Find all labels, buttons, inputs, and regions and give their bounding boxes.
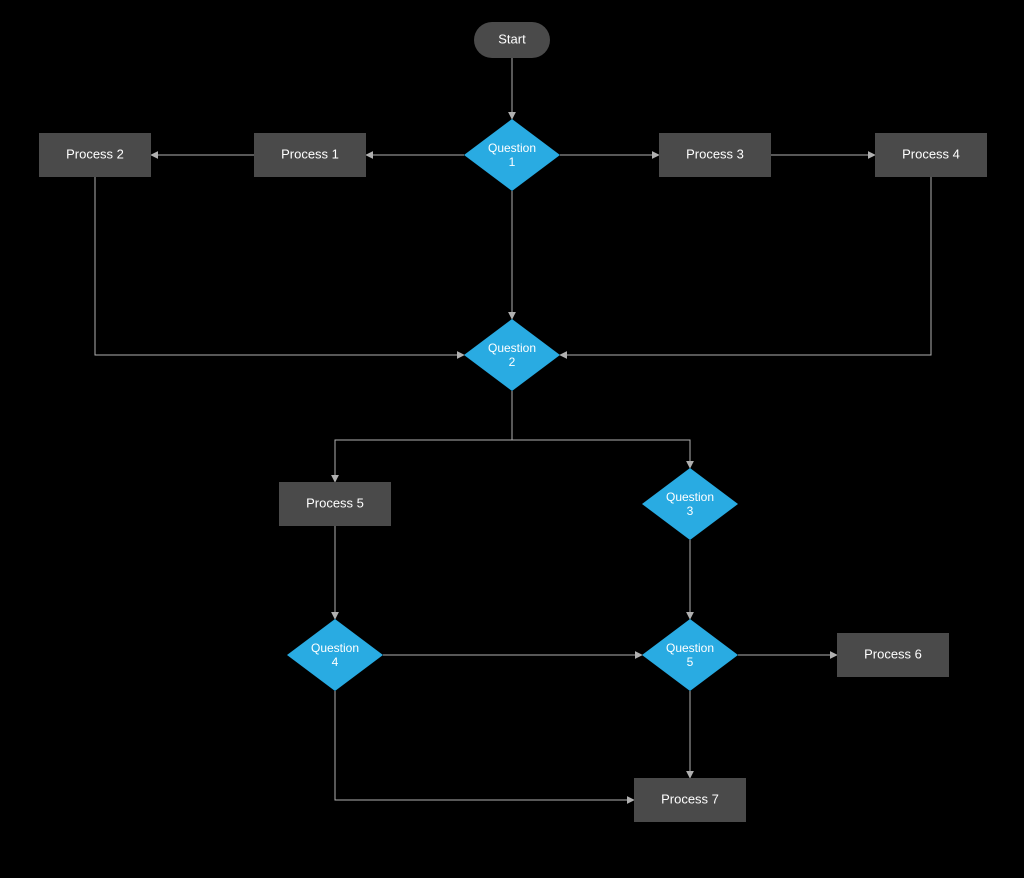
node-p3: Process 3 — [659, 133, 771, 177]
node-p5: Process 5 — [279, 482, 391, 526]
node-q2: Question2 — [464, 319, 560, 391]
node-start: Start — [474, 22, 550, 58]
node-p2: Process 2 — [39, 133, 151, 177]
node-q4: Question4 — [287, 619, 383, 691]
edge — [95, 177, 464, 355]
node-p6: Process 6 — [837, 633, 949, 677]
edge — [335, 691, 634, 800]
nodes-layer: Start Question1 Process 1 Process 2 Process … — [39, 22, 987, 822]
node-q3: Question3 — [642, 468, 738, 540]
flowchart-canvas: Start Question1 Process 1 Process 2 Process … — [0, 0, 1024, 878]
node-q1: Question1 — [464, 119, 560, 191]
edge — [335, 391, 512, 482]
edge — [512, 391, 690, 468]
node-q5: Question5 — [642, 619, 738, 691]
node-p4: Process 4 — [875, 133, 987, 177]
node-p7: Process 7 — [634, 778, 746, 822]
edge — [560, 177, 931, 355]
node-p1: Process 1 — [254, 133, 366, 177]
